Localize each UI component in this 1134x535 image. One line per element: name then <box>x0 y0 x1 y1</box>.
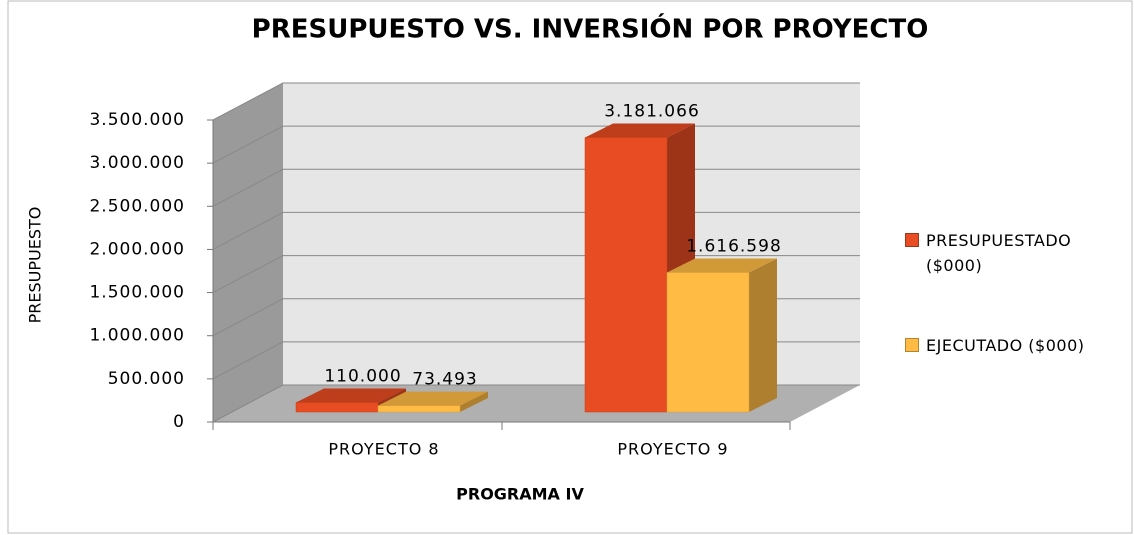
legend-swatch <box>905 338 919 352</box>
bar-side <box>460 391 488 412</box>
grid-line <box>212 211 284 250</box>
bar <box>377 391 488 413</box>
data-label: 1.616.598 <box>686 237 782 257</box>
grid-line <box>212 82 284 121</box>
grid-line <box>212 255 284 294</box>
bar-front <box>666 272 750 413</box>
data-label: 73.493 <box>412 370 477 390</box>
bar-front <box>295 402 379 413</box>
bar-front <box>584 137 668 413</box>
bar-top <box>667 258 777 273</box>
legend-label: EJECUTADO ($000) <box>926 336 1085 355</box>
bar-top <box>296 388 406 403</box>
y-tick-label: 1.000.000 <box>89 326 185 346</box>
bar-front <box>377 405 461 413</box>
x-axis-label: PROGRAMA IV <box>456 485 584 504</box>
bar-top <box>585 123 695 138</box>
grid-line <box>212 168 284 207</box>
grid-line <box>212 125 284 164</box>
y-tick-label: 500.000 <box>108 369 185 389</box>
x-tick-label: PROYECTO 8 <box>328 440 439 459</box>
y-tick-label: 3.000.000 <box>89 153 185 173</box>
y-axis-label: PRESUPUESTO <box>26 207 45 324</box>
y-tick-label: 0 <box>173 412 185 432</box>
grid-line <box>212 298 284 337</box>
grid-line <box>212 384 284 423</box>
y-tick-label: 3.500.000 <box>89 110 185 130</box>
side-wall <box>213 83 283 422</box>
y-tick-label: 2.500.000 <box>89 196 185 216</box>
legend-label: PRESUPUESTADO ($000) <box>926 231 1072 275</box>
legend-swatch <box>905 233 919 247</box>
y-tick-label: 1.500.000 <box>89 283 185 303</box>
chart-border <box>7 0 1133 534</box>
bar-side <box>749 258 777 412</box>
data-label: 110.000 <box>324 367 401 387</box>
data-label: 3.181.066 <box>604 102 700 122</box>
grid-line <box>212 341 284 380</box>
y-tick-label: 2.000.000 <box>89 239 185 259</box>
bar <box>666 258 777 413</box>
chart-title: PRESUPUESTO VS. INVERSIÓN POR PROYECTO <box>252 13 929 45</box>
bar-top <box>378 391 488 406</box>
x-tick-label: PROYECTO 9 <box>617 440 728 459</box>
